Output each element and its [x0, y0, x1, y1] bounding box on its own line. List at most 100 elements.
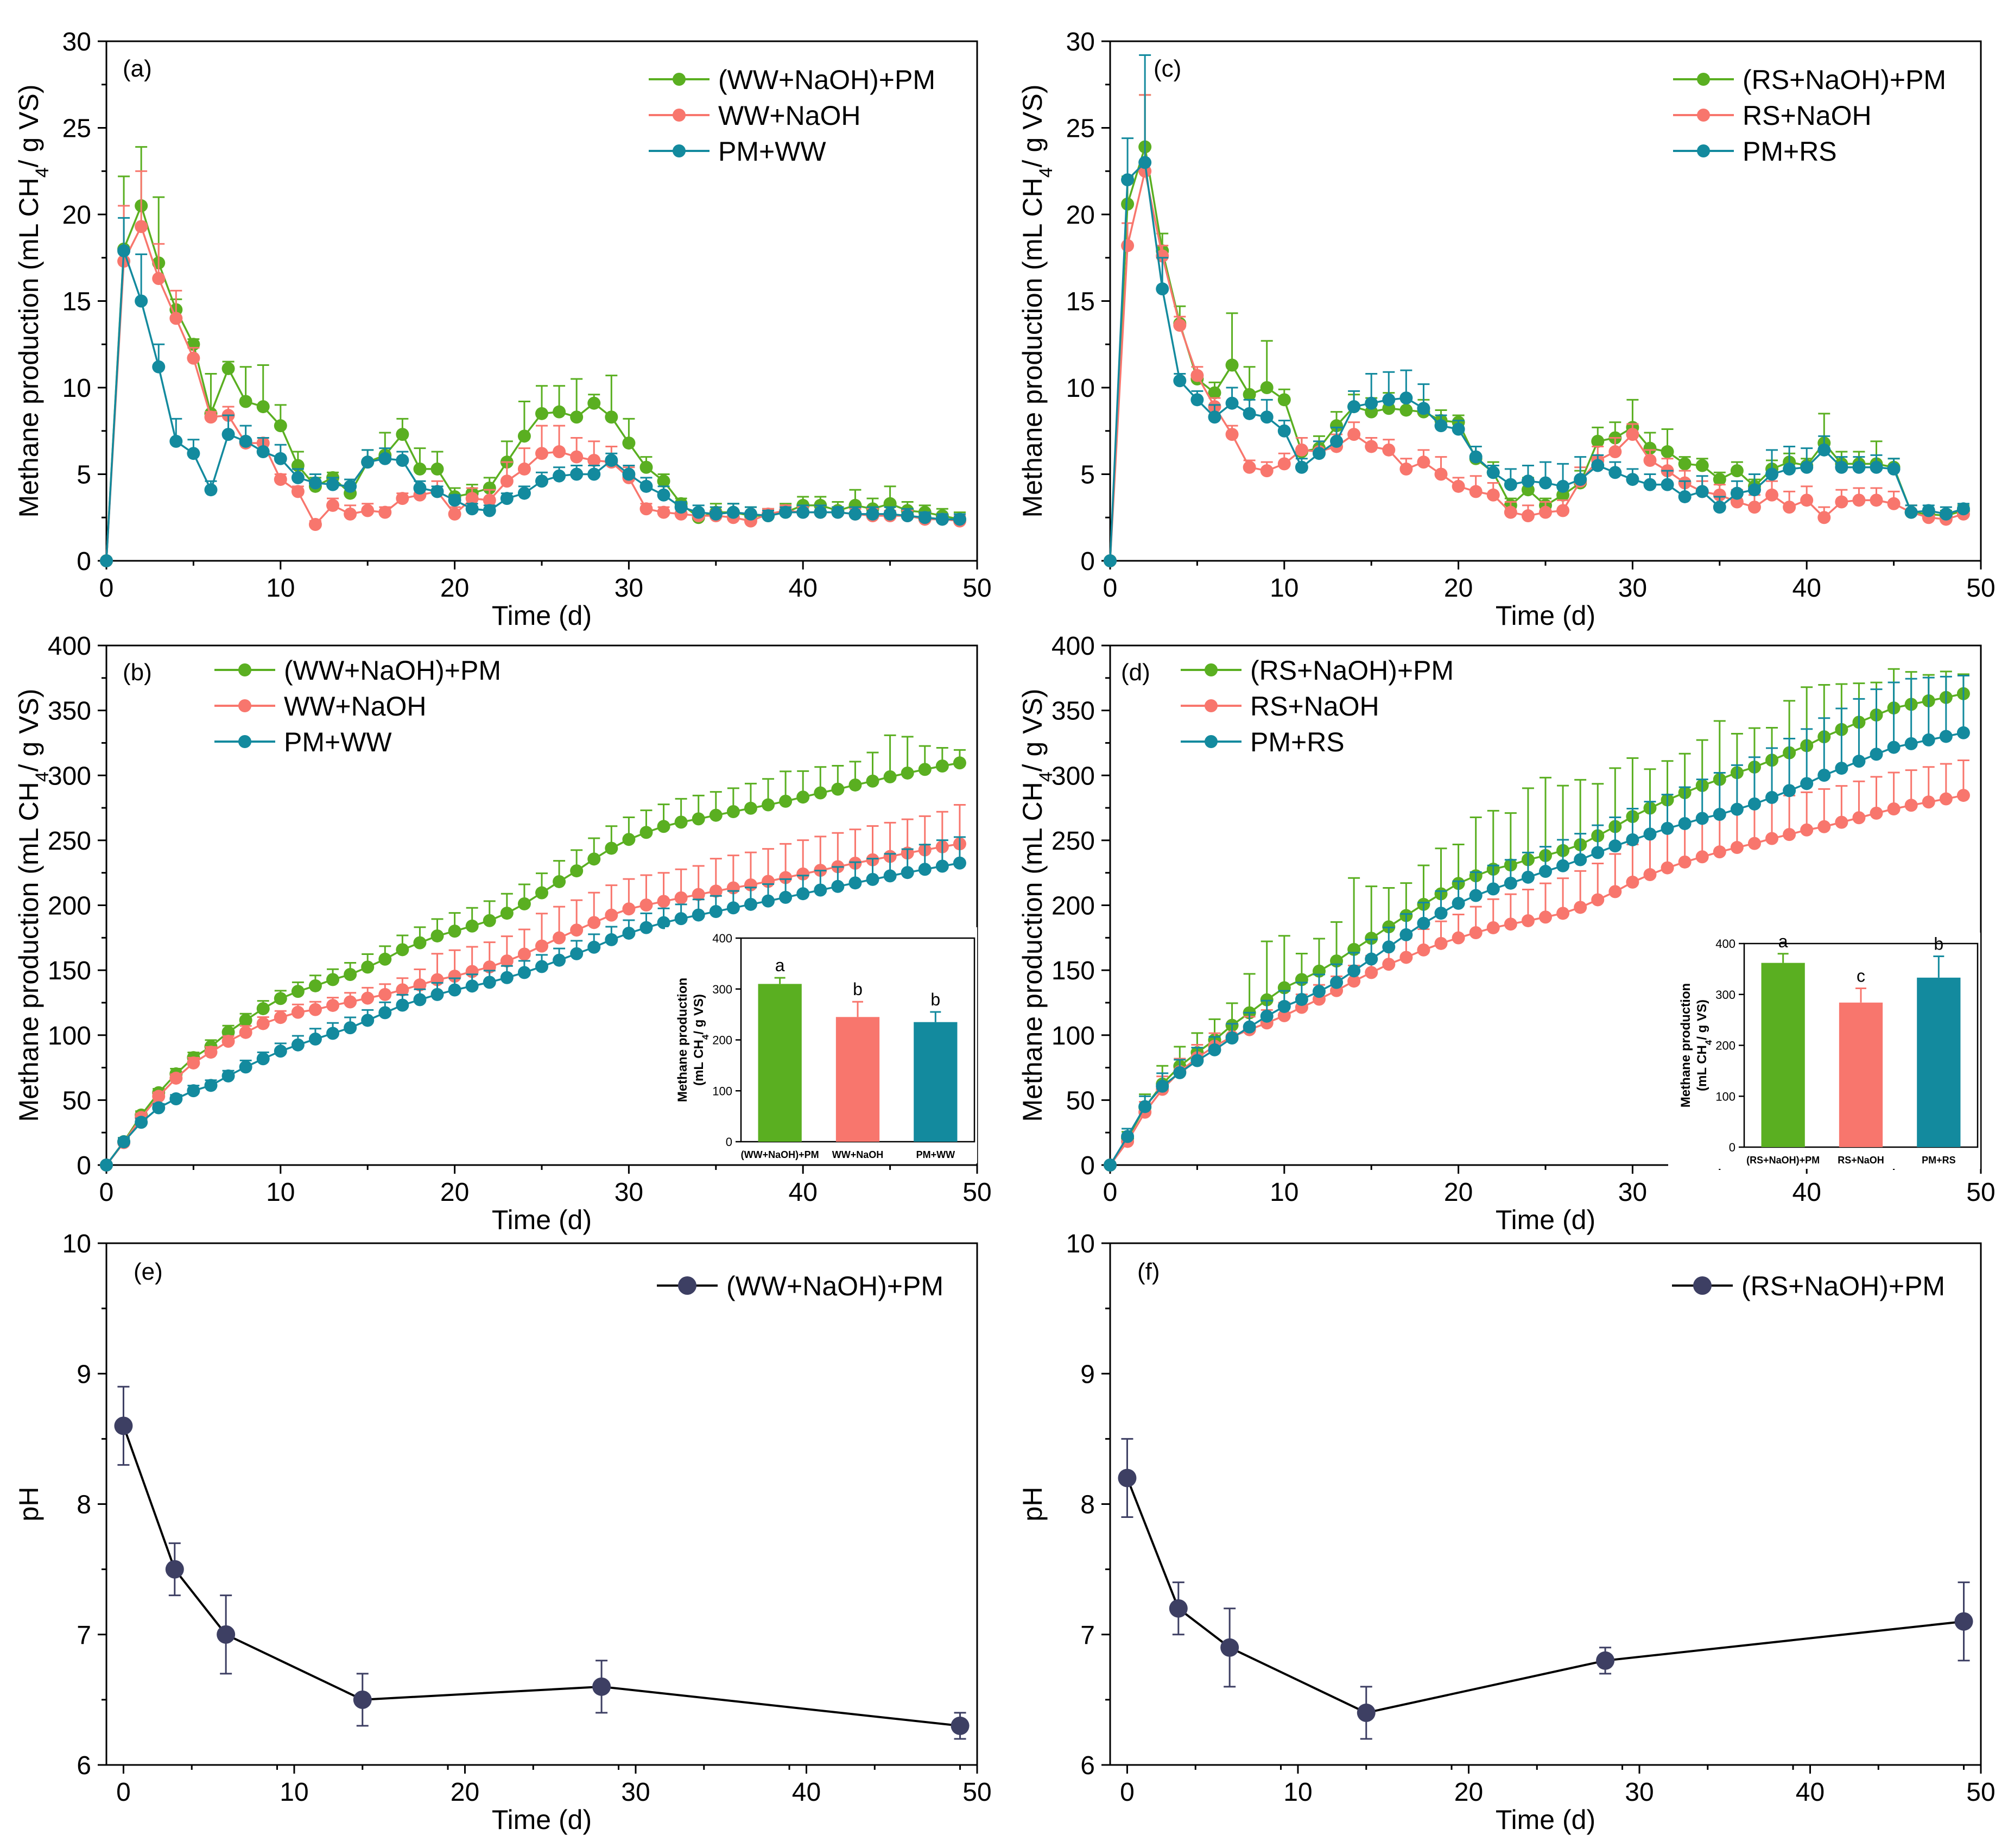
data-point	[951, 1716, 970, 1735]
data-point	[953, 856, 966, 870]
panel-d: 0 10 20 30 40 50050100150200250300350400Time …	[1017, 632, 1996, 1235]
data-point	[935, 512, 949, 526]
data-point	[187, 1084, 200, 1098]
data-point	[622, 902, 636, 916]
y-tick-label: 350	[48, 697, 91, 726]
data-point	[1678, 457, 1692, 471]
data-point	[1713, 808, 1726, 821]
data-point	[1365, 966, 1378, 979]
data-point	[344, 995, 357, 1009]
legend-label: (WW+NaOH)+PM	[284, 655, 501, 686]
data-point	[1661, 478, 1674, 491]
inset-y-axis-label: (mL CH4/ g VS)	[1695, 999, 1714, 1091]
x-tick-label: 40	[789, 1178, 818, 1207]
y-axis-label: Methane production (mL CH4/ g VS)	[1017, 689, 1056, 1122]
data-point	[483, 976, 496, 989]
x-axis-label: Time (d)	[1496, 1805, 1595, 1835]
inset-y-tick-label: 300	[1715, 988, 1735, 1002]
legend-label: RS+NaOH	[1250, 691, 1379, 722]
panel-label: (e)	[134, 1258, 163, 1285]
legend-label: PM+RS	[1250, 727, 1345, 757]
data-point	[465, 919, 479, 933]
panel-label: (d)	[1121, 659, 1150, 686]
data-point	[1312, 985, 1326, 998]
x-tick-label: 0	[99, 574, 114, 603]
data-point	[500, 492, 514, 505]
data-point	[1661, 445, 1674, 459]
x-tick-label: 40	[792, 1778, 821, 1807]
data-point	[953, 512, 966, 526]
data-point	[1452, 931, 1465, 945]
x-tick-label: 0	[116, 1778, 131, 1807]
data-point	[657, 820, 670, 833]
data-point	[1730, 802, 1744, 816]
data-point	[1521, 870, 1535, 884]
data-point	[500, 907, 514, 920]
y-tick-label: 10	[1066, 1230, 1095, 1258]
data-point	[204, 1046, 218, 1059]
data-point	[1904, 737, 1918, 750]
data-point	[1208, 386, 1221, 400]
data-point	[1486, 488, 1500, 502]
data-point	[274, 992, 287, 1005]
data-point	[396, 428, 409, 441]
data-point	[326, 498, 340, 512]
data-point	[657, 895, 670, 908]
y-axis-label-subscript: 4	[32, 167, 53, 178]
legend-label: (WW+NaOH)+PM	[718, 65, 935, 95]
inset-y-axis-label-part: / g VS)	[692, 994, 706, 1035]
data-point	[1452, 422, 1465, 436]
data-point	[1956, 502, 1970, 516]
x-tick-label: 10	[280, 1778, 308, 1807]
inset-bar	[835, 1017, 880, 1142]
data-point	[256, 1017, 270, 1030]
data-point	[1713, 488, 1726, 502]
data-point	[1365, 932, 1378, 945]
data-point	[535, 407, 548, 420]
legend-marker	[1697, 144, 1710, 157]
data-point	[114, 1416, 133, 1435]
data-point	[256, 1052, 270, 1066]
legend-label: PM+WW	[284, 727, 392, 757]
inset-bar-chart: 0 100 200 300 400 a (WW+NaOH)+PM b WW+NaOH b PM+WW…	[665, 927, 977, 1163]
data-point	[413, 462, 427, 476]
inset-category-label: PM+WW	[916, 1149, 955, 1160]
data-point	[1783, 784, 1796, 798]
data-point	[1208, 410, 1221, 424]
y-axis-label-subscript: 4	[1036, 167, 1056, 178]
data-point	[221, 362, 235, 375]
data-point	[344, 507, 357, 521]
inset-bar	[1839, 1002, 1883, 1147]
data-point	[762, 894, 775, 908]
data-point	[1295, 992, 1308, 1006]
data-point	[1138, 156, 1152, 169]
data-point	[1295, 443, 1308, 457]
data-point	[796, 867, 810, 881]
data-point	[1277, 999, 1291, 1013]
data-point	[1382, 940, 1396, 954]
data-point	[1277, 393, 1291, 407]
y-tick-label: 350	[1051, 697, 1095, 726]
panel-f: 0 10 20 30 40 50 6 7 8 9 10 Time (d) pH (f) (RS+NaOH)+…	[1017, 1230, 1996, 1835]
data-point	[592, 1677, 611, 1696]
data-point	[1608, 839, 1622, 853]
data-point	[1730, 841, 1744, 855]
data-point	[1887, 497, 1901, 510]
data-point	[1277, 424, 1291, 438]
data-point	[308, 979, 322, 992]
inset-bar-chart: 0 100 200 300 400 a (RS+NaOH)+PM c RS+NaOH b PM+RS…	[1668, 932, 1980, 1169]
y-tick-label: 6	[77, 1751, 91, 1780]
inset-y-axis-label: (mL CH4/ g VS)	[692, 994, 711, 1086]
y-tick-label: 150	[1051, 957, 1095, 985]
data-point	[1783, 462, 1796, 476]
x-tick-label: 30	[1618, 574, 1647, 603]
inset-significance-letter: a	[1778, 932, 1788, 951]
y-tick-label: 10	[62, 1230, 91, 1258]
data-point	[117, 244, 131, 257]
data-point	[657, 488, 670, 502]
y-tick-label: 300	[1051, 762, 1095, 790]
data-point	[848, 507, 862, 521]
data-point	[1347, 964, 1361, 978]
data-point	[622, 926, 636, 940]
data-point	[239, 395, 252, 408]
